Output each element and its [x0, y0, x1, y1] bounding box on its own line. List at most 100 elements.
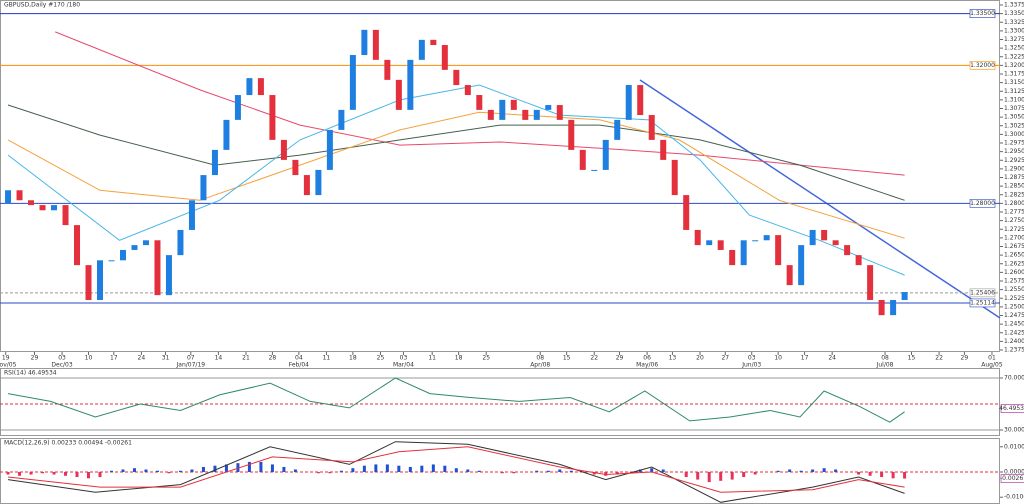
- y-tick-label: 1.24750: [1004, 312, 1024, 319]
- candle: [752, 240, 759, 242]
- y-tick-label: 1.27250: [1004, 226, 1024, 233]
- histogram-bar: [788, 469, 792, 472]
- level-label: -0.00261: [1000, 475, 1024, 482]
- histogram-bar: [535, 470, 539, 472]
- candle: [798, 245, 805, 286]
- x-tick-label: 17: [801, 355, 809, 362]
- y-tick-label: 1.30000: [1004, 131, 1024, 138]
- histogram-bar: [190, 469, 194, 472]
- y-tick-label: 1.29000: [1004, 165, 1024, 172]
- indicator-line: [7, 84, 905, 276]
- y-tick-label: 1.28750: [1004, 174, 1024, 181]
- histogram-bar: [29, 472, 33, 475]
- candle: [510, 99, 517, 110]
- candle: [39, 205, 46, 211]
- panel-title: RSI(14) 46.49534: [4, 370, 57, 377]
- histogram-bar: [420, 465, 424, 472]
- histogram-bar: [880, 472, 884, 478]
- x-tick-label: 15: [563, 355, 571, 362]
- candle: [878, 299, 885, 316]
- x-tick-label: 25: [482, 355, 490, 362]
- candle: [97, 260, 103, 300]
- x-tick-label: 08: [536, 355, 544, 362]
- y-tick-label: 1.32750: [1004, 36, 1024, 43]
- candle: [315, 169, 322, 196]
- y-tick-label: 1.24250: [1004, 329, 1024, 336]
- histogram-bar: [730, 472, 734, 480]
- histogram-bar: [431, 464, 435, 472]
- y-tick-label: 1.26500: [1004, 252, 1024, 259]
- histogram-bar: [282, 466, 286, 472]
- y-tick-label: 1.32250: [1004, 53, 1024, 60]
- candle: [706, 240, 713, 246]
- x-tick-label: 22: [590, 355, 598, 362]
- x-tick-label: 17: [110, 355, 118, 362]
- candle: [717, 240, 724, 250]
- candle: [418, 39, 425, 60]
- histogram-bar: [615, 472, 619, 475]
- y-tick-label: 1.31500: [1004, 79, 1024, 86]
- histogram-bar: [719, 472, 723, 481]
- candle: [5, 190, 12, 204]
- candle: [430, 39, 437, 46]
- x-month-label: Jan/07/19: [176, 362, 206, 369]
- x-tick-label: 29: [616, 355, 624, 362]
- candle: [257, 78, 264, 96]
- candle: [165, 255, 172, 296]
- x-tick-label: 03: [58, 355, 66, 362]
- histogram-bar: [397, 465, 401, 472]
- histogram-bar: [236, 463, 240, 472]
- x-tick-label: 13: [669, 355, 677, 362]
- candle: [395, 79, 402, 110]
- x-tick-label: 25: [377, 355, 385, 362]
- y-tick-label: 1.33000: [1004, 27, 1024, 34]
- x-tick-label: 11: [323, 355, 331, 362]
- candle: [177, 229, 184, 256]
- histogram-bar: [868, 472, 872, 476]
- histogram-bar: [52, 472, 56, 475]
- level-label-box: [969, 61, 996, 70]
- indicator-line: [7, 377, 905, 423]
- y-tick-label: 1.32500: [1004, 45, 1024, 52]
- histogram-bar: [213, 465, 217, 472]
- candle: [269, 95, 276, 140]
- x-tick-label: 29: [31, 355, 39, 362]
- candle: [533, 109, 540, 120]
- y-tick-label: 1.25500: [1004, 286, 1024, 293]
- y-tick-label: 1.28500: [1004, 183, 1024, 190]
- histogram-bar: [132, 468, 136, 472]
- histogram-bar: [64, 472, 68, 476]
- candle: [200, 175, 207, 201]
- histogram-bar: [362, 465, 366, 472]
- indicator-line: [55, 31, 905, 176]
- histogram-bar: [822, 468, 826, 472]
- histogram-bar: [661, 469, 665, 472]
- y-tick-label: 0.00000: [1004, 469, 1024, 476]
- candle: [303, 175, 310, 196]
- histogram-bar: [270, 464, 274, 472]
- y-tick-label: 1.31250: [1004, 88, 1024, 95]
- level-label-box: [969, 288, 996, 298]
- candle: [246, 78, 253, 96]
- y-tick-label: 1.25000: [1004, 303, 1024, 310]
- candle: [188, 200, 195, 230]
- candle: [108, 260, 115, 262]
- histogram-bar: [316, 472, 320, 474]
- level-label-box: [969, 199, 996, 208]
- histogram-bar: [87, 472, 91, 479]
- x-tick-label: 04: [295, 355, 303, 362]
- candle: [786, 265, 793, 286]
- candle: [832, 240, 839, 246]
- x-tick-label: 27: [721, 355, 729, 362]
- y-tick-label: 1.27000: [1004, 234, 1024, 241]
- histogram-bar: [167, 472, 171, 474]
- candle: [671, 159, 678, 196]
- candle: [614, 119, 621, 140]
- x-tick-label: 18: [349, 355, 357, 362]
- histogram-bar: [558, 469, 562, 472]
- candle: [464, 85, 471, 96]
- histogram-bar: [201, 466, 205, 472]
